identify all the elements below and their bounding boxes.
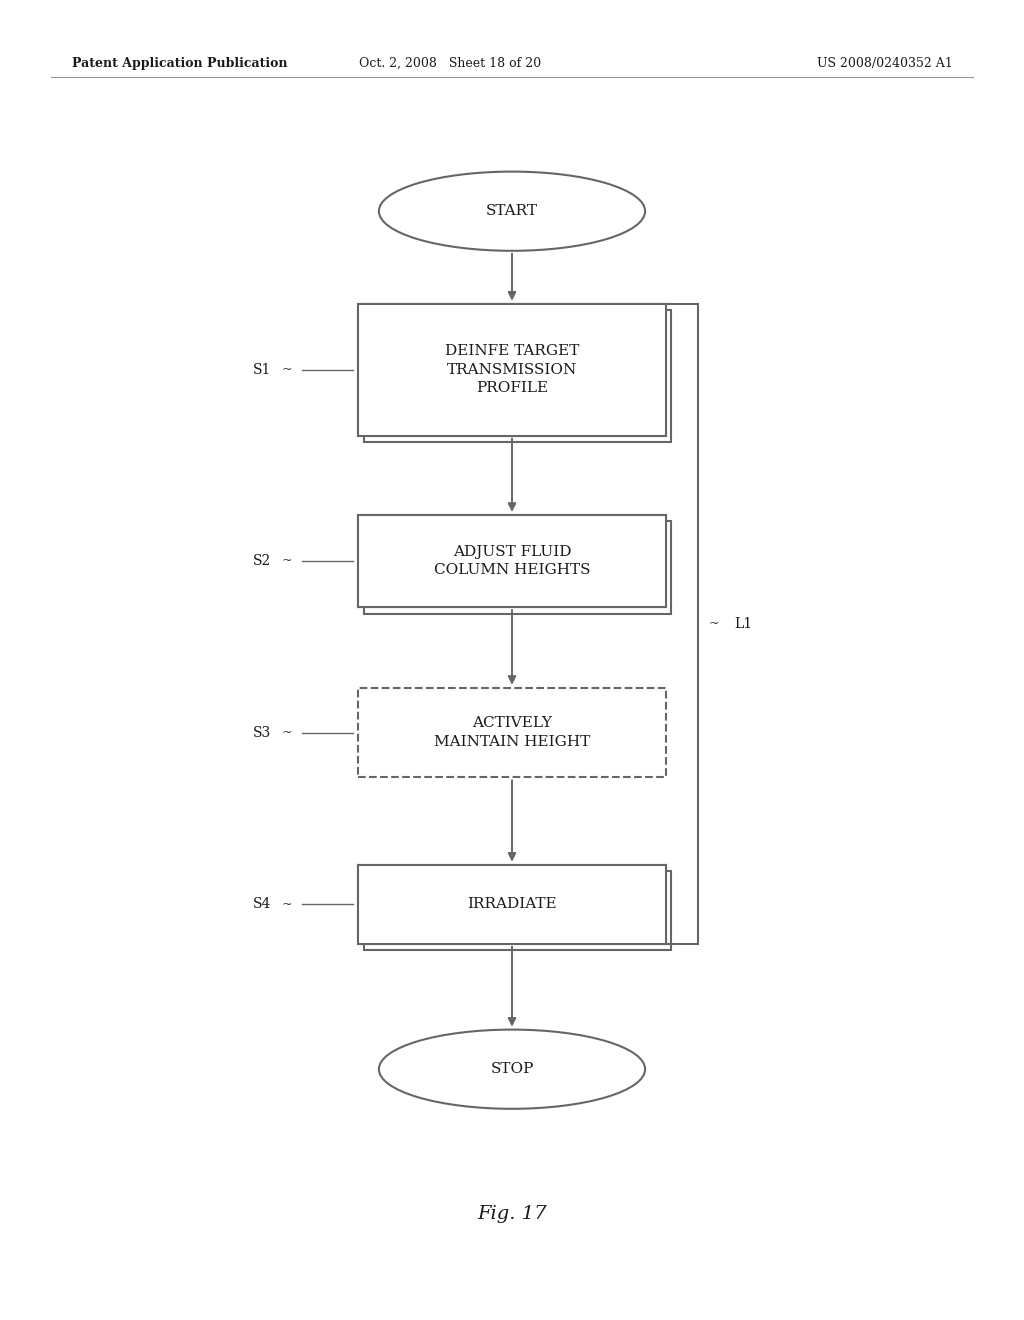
- FancyBboxPatch shape: [358, 304, 666, 436]
- Text: S2: S2: [253, 554, 271, 568]
- Text: ~: ~: [282, 363, 292, 376]
- FancyBboxPatch shape: [358, 515, 666, 607]
- Ellipse shape: [379, 1030, 645, 1109]
- Text: S1: S1: [253, 363, 271, 376]
- Text: DEINFE TARGET
TRANSMISSION
PROFILE: DEINFE TARGET TRANSMISSION PROFILE: [444, 345, 580, 395]
- FancyBboxPatch shape: [364, 871, 671, 950]
- Text: Patent Application Publication: Patent Application Publication: [72, 57, 287, 70]
- Text: US 2008/0240352 A1: US 2008/0240352 A1: [816, 57, 952, 70]
- Text: START: START: [486, 205, 538, 218]
- Text: ~: ~: [709, 618, 719, 630]
- Text: ACTIVELY
MAINTAIN HEIGHT: ACTIVELY MAINTAIN HEIGHT: [434, 717, 590, 748]
- Text: STOP: STOP: [490, 1063, 534, 1076]
- Text: S4: S4: [253, 898, 271, 911]
- FancyBboxPatch shape: [358, 688, 666, 777]
- Text: ADJUST FLUID
COLUMN HEIGHTS: ADJUST FLUID COLUMN HEIGHTS: [434, 545, 590, 577]
- Text: Oct. 2, 2008   Sheet 18 of 20: Oct. 2, 2008 Sheet 18 of 20: [359, 57, 542, 70]
- Text: IRRADIATE: IRRADIATE: [467, 898, 557, 911]
- FancyBboxPatch shape: [358, 304, 666, 436]
- Text: ~: ~: [282, 726, 292, 739]
- FancyBboxPatch shape: [358, 515, 666, 607]
- FancyBboxPatch shape: [364, 310, 671, 442]
- FancyBboxPatch shape: [364, 521, 671, 614]
- Ellipse shape: [379, 172, 645, 251]
- Text: ~: ~: [282, 554, 292, 568]
- Text: ~: ~: [282, 898, 292, 911]
- Text: L1: L1: [734, 616, 753, 631]
- FancyBboxPatch shape: [358, 865, 666, 944]
- Text: S3: S3: [253, 726, 271, 739]
- FancyBboxPatch shape: [358, 865, 666, 944]
- Text: Fig. 17: Fig. 17: [477, 1205, 547, 1224]
